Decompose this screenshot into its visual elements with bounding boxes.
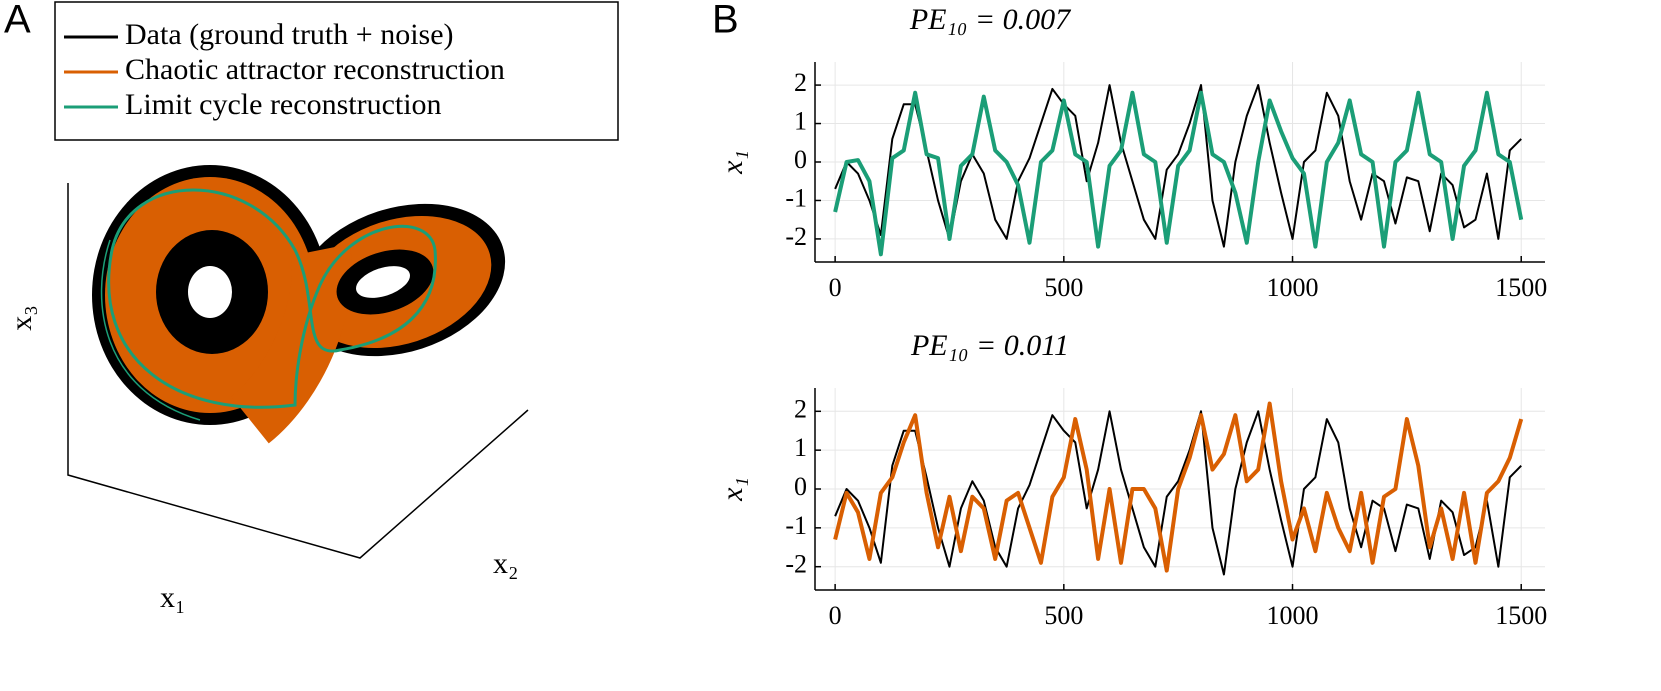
series-line	[833, 90, 1524, 257]
x-tick-label: 500	[1044, 273, 1083, 302]
x-tick-label: 1500	[1495, 273, 1547, 302]
y-axis-label: x₁	[716, 477, 749, 502]
y-tick-label: 2	[794, 394, 807, 423]
chart-title: PE₁₀ = 0.011	[910, 329, 1069, 362]
series-line	[834, 410, 1522, 576]
y-tick-label: 0	[794, 145, 807, 174]
panel-label: B	[712, 0, 739, 42]
legend-label: Limit cycle reconstruction	[125, 88, 442, 121]
y-tick-label: -1	[785, 183, 807, 212]
y-axis-label: x₁	[716, 150, 749, 175]
legend-label: Chaotic attractor reconstruction	[125, 53, 505, 86]
y-tick-label: -1	[785, 511, 807, 540]
axis-label: x₂	[493, 547, 518, 580]
y-tick-label: 1	[794, 107, 807, 136]
x-tick-label: 1000	[1267, 601, 1319, 630]
y-tick-label: -2	[785, 550, 807, 579]
x-tick-label: 0	[829, 601, 842, 630]
x-tick-label: 0	[829, 273, 842, 302]
x-tick-label: 1000	[1267, 273, 1319, 302]
chart-title: PE₁₀ = 0.007	[909, 3, 1072, 36]
legend-label: Data (ground truth + noise)	[125, 18, 454, 51]
x-tick-label: 1500	[1495, 601, 1547, 630]
x-tick-label: 500	[1044, 601, 1083, 630]
y-tick-label: -2	[785, 222, 807, 251]
y-tick-label: 2	[794, 68, 807, 97]
attractor	[67, 165, 529, 559]
series-line	[833, 401, 1524, 573]
legend	[54, 1, 619, 141]
panel-label: A	[4, 0, 31, 42]
axis-label: x₁	[160, 581, 185, 614]
y-tick-label: 1	[794, 433, 807, 462]
y-tick-label: 0	[794, 472, 807, 501]
axis-label: x₃	[5, 305, 38, 330]
